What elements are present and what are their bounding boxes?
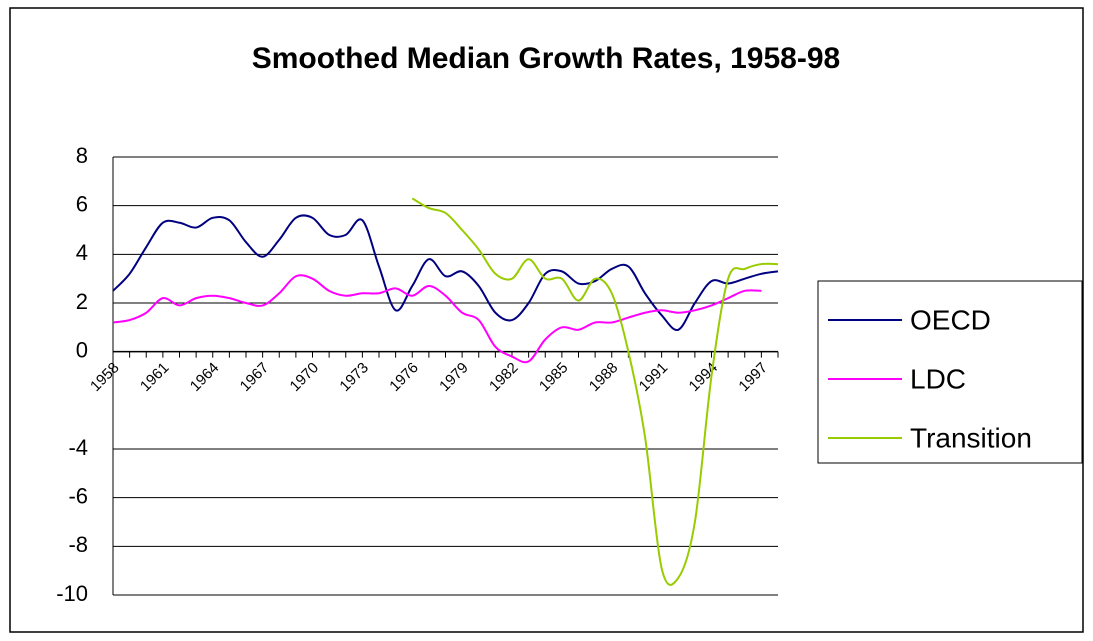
y-tick-label: 2 <box>76 289 88 314</box>
y-tick-label: 0 <box>76 337 88 362</box>
legend-label: LDC <box>910 363 966 394</box>
series-line <box>411 197 779 586</box>
series-line <box>112 214 779 331</box>
y-tick-label: -8 <box>68 532 88 557</box>
legend-label: Transition <box>910 422 1032 453</box>
series-line <box>112 274 762 364</box>
legend-label: OECD <box>910 304 991 335</box>
chart-title: Smoothed Median Growth Rates, 1958-98 <box>252 42 840 75</box>
y-tick-label: -10 <box>56 581 88 606</box>
y-tick-label: -4 <box>68 435 88 460</box>
y-tick-label: 6 <box>76 191 88 216</box>
y-tick-label: -6 <box>68 483 88 508</box>
y-tick-label: 8 <box>76 143 88 168</box>
legend-box <box>817 280 1083 464</box>
y-tick-label: 4 <box>76 240 88 265</box>
